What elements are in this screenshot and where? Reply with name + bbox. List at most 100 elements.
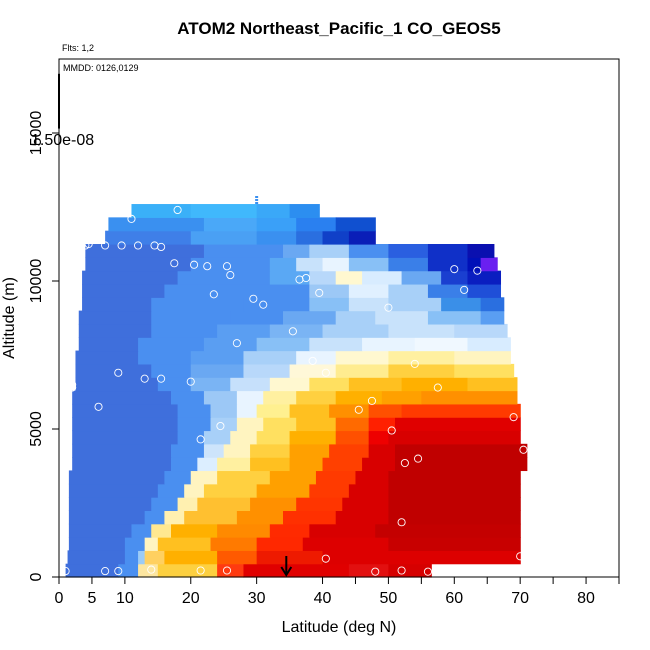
flight-sample-point (196, 435, 205, 444)
x-tick-label: 30 (248, 590, 266, 607)
flight-sample-point (259, 300, 268, 309)
heatmap-cell (362, 337, 416, 352)
heatmap-cell (138, 337, 205, 352)
latitude-marker-arrow-head (280, 566, 293, 577)
heatmap-cell (388, 323, 455, 338)
heatmap-cell (289, 204, 320, 218)
heatmap-cell (184, 510, 238, 525)
heatmap-cell (217, 470, 271, 485)
heatmap-cell (309, 270, 337, 285)
heatmap-cell (151, 323, 218, 338)
y-axis-label: Altitude (m) (1, 277, 18, 359)
flight-sample-point (134, 241, 143, 250)
heatmap-cell (82, 297, 152, 312)
heatmap-cell (210, 537, 258, 551)
heatmap-cell (322, 230, 350, 245)
heatmap-cell (67, 550, 126, 565)
heatmap-cell (217, 457, 251, 472)
heatmap-cell (171, 443, 205, 458)
heatmap-cell (236, 417, 264, 432)
flight-sample-point (516, 552, 525, 561)
heatmap-cell (467, 283, 502, 298)
heatmap-cell (480, 310, 505, 325)
heatmap-cell (269, 523, 310, 538)
heatmap-cell (210, 403, 238, 418)
x-tick-label: 10 (116, 590, 134, 607)
heatmap-cell (250, 443, 291, 458)
heatmap-cell (243, 563, 350, 578)
flight-sample-point (249, 294, 258, 303)
heatmap-cell (348, 297, 390, 312)
heatmap-cell (401, 270, 442, 285)
heatmap-cell (329, 443, 370, 458)
heatmap-cell (197, 497, 251, 511)
flight-sample-point (127, 214, 136, 223)
heatmap-cell (322, 457, 363, 472)
heatmap-cell (164, 283, 258, 298)
heatmap-cell (177, 497, 198, 511)
flight-sample-point (321, 554, 330, 563)
heatmap-cell (256, 483, 310, 498)
heatmap-cell (467, 377, 518, 392)
heatmap-cell (388, 257, 429, 272)
x-axis-label: Latitude (deg N) (282, 619, 397, 636)
heatmap-cell (388, 350, 455, 365)
heatmap-cell (243, 350, 297, 365)
heatmap-cell (335, 363, 390, 378)
heatmap-cell (309, 244, 350, 258)
flight-sample-point (367, 396, 376, 405)
flight-sample-point (186, 377, 195, 386)
heatmap-cell (388, 497, 521, 511)
heatmap-cell (296, 230, 324, 245)
heatmap-cell (151, 363, 192, 378)
heatmap-cell (467, 244, 495, 258)
data-layer (58, 73, 528, 578)
heatmap-cell (302, 537, 390, 551)
heatmap-cell (467, 257, 482, 272)
heatmap-cell (171, 457, 198, 472)
heatmap-cell (72, 390, 172, 405)
x-tick-label: 40 (314, 590, 332, 607)
flight-sample-point (410, 359, 419, 368)
flight-sample-point (68, 383, 77, 392)
heatmap-cell (190, 257, 271, 272)
heatmap-cell (467, 270, 502, 285)
heatmap-cell (256, 430, 291, 445)
heatmap-cell (151, 297, 245, 312)
y-tick-label: 15000 (28, 111, 45, 156)
heatmap-cell (138, 350, 192, 365)
heatmap-cell (289, 457, 324, 472)
heatmap-cell (72, 430, 179, 445)
flight-sample-point (140, 374, 149, 383)
heatmap-cell (309, 283, 350, 298)
heatmap-cell (157, 377, 192, 392)
heatmap-cell (256, 537, 304, 551)
x-tick-label: 60 (445, 590, 463, 607)
flight-sample-point (400, 458, 409, 468)
heatmap-cell (203, 430, 231, 445)
heatmap-cell (177, 430, 205, 445)
heatmap-cell (131, 523, 152, 538)
heatmap-cell (401, 377, 469, 392)
y-tick-label: 5000 (28, 411, 45, 447)
flight-sample-point (450, 265, 459, 274)
heatmap-cell (296, 217, 337, 232)
flight-sample-point (302, 273, 311, 283)
heatmap-cell (322, 323, 390, 338)
heatmap-cell (151, 310, 231, 325)
heatmap-cell (75, 350, 139, 365)
heatmap-cell (256, 550, 324, 565)
heatmap-cell (243, 297, 310, 312)
heatmap-cell (309, 483, 350, 498)
heatmap-cell (78, 323, 152, 338)
heatmap-cell (296, 390, 337, 405)
flight-sample-point (170, 259, 179, 268)
flight-sample-point (203, 262, 212, 271)
flight-sample-point (101, 241, 110, 250)
heatmap-cell (85, 244, 205, 258)
heatmap-cell (289, 430, 337, 445)
heatmap-cell (335, 417, 370, 432)
heatmap-cell (289, 403, 330, 418)
heatmap-cell (144, 510, 166, 525)
heatmap-cell (68, 497, 152, 511)
